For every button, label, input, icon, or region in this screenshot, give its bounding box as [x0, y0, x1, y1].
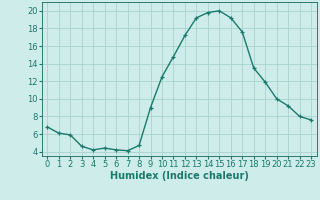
- X-axis label: Humidex (Indice chaleur): Humidex (Indice chaleur): [110, 171, 249, 181]
